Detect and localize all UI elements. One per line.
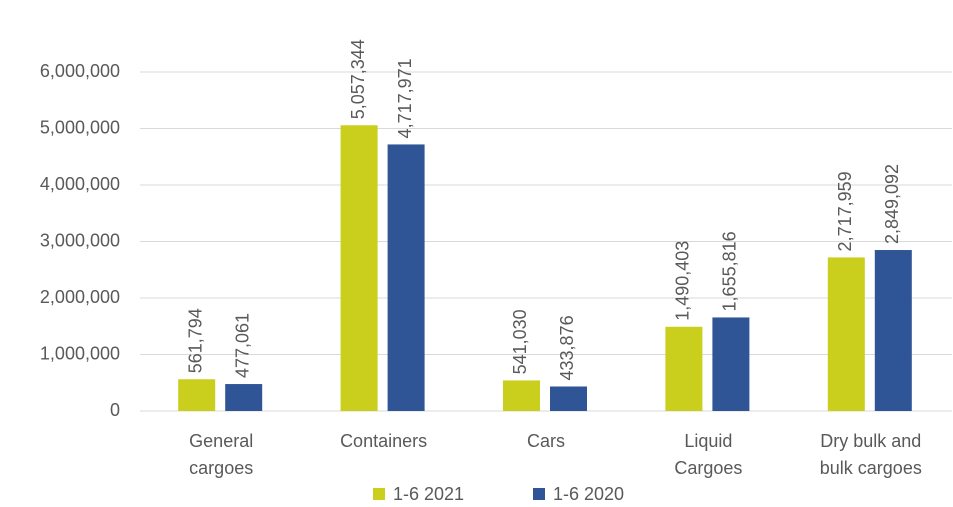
legend-swatch (533, 488, 545, 500)
x-tick-label: Cars (527, 431, 565, 451)
bar (665, 326, 703, 411)
bar (387, 144, 425, 411)
bar (712, 317, 750, 411)
x-tick-label: Liquid Cargoes (674, 431, 742, 478)
x-tick-label: General cargoes (189, 431, 253, 478)
value-label: 2,717,959 (835, 171, 855, 251)
x-tick-label: Containers (340, 431, 427, 451)
value-label: 1,655,816 (720, 231, 740, 311)
legend-label: 1-6 2020 (553, 484, 624, 504)
value-label: 561,794 (185, 308, 205, 373)
value-label: 477,061 (232, 313, 252, 378)
value-label: 433,876 (557, 315, 577, 380)
value-label: 1,490,403 (673, 241, 693, 321)
y-tick-label: 1,000,000 (40, 343, 120, 363)
value-label: 4,717,971 (395, 58, 415, 138)
bar (340, 125, 378, 411)
legend-swatch (373, 488, 385, 500)
value-label: 2,849,092 (882, 164, 902, 244)
bar (550, 386, 587, 411)
value-label: 541,030 (510, 309, 530, 374)
legend-label: 1-6 2021 (393, 484, 464, 504)
y-tick-label: 3,000,000 (40, 230, 120, 250)
y-tick-label: 0 (110, 400, 120, 420)
y-tick-label: 6,000,000 (40, 61, 120, 81)
bar (178, 379, 216, 411)
x-tick-label: Dry bulk and bulk cargoes (820, 431, 922, 478)
y-tick-label: 5,000,000 (40, 117, 120, 137)
bar (874, 250, 912, 411)
bar (827, 257, 865, 411)
bar (225, 384, 263, 411)
value-label: 5,057,344 (348, 39, 368, 119)
y-tick-label: 4,000,000 (40, 174, 120, 194)
bar (503, 380, 540, 411)
y-tick-label: 2,000,000 (40, 287, 120, 307)
